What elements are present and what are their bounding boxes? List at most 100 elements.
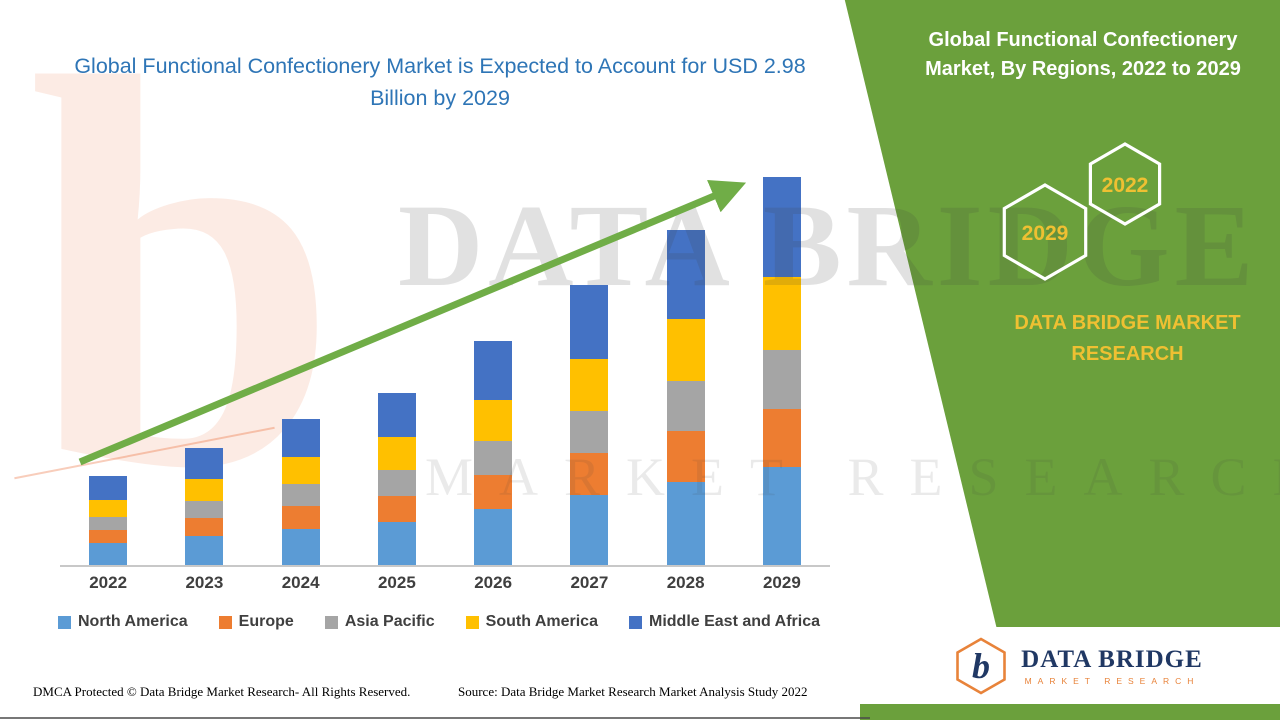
bar-segment-europe bbox=[377, 495, 416, 522]
hexagon-year-2029: 2029 bbox=[1022, 222, 1069, 245]
bar-segment-north-america bbox=[185, 536, 224, 565]
bar-segment-south-america bbox=[570, 359, 609, 412]
side-panel-brand-text: DATA BRIDGE MARKET RESEARCH bbox=[1014, 312, 1241, 365]
x-axis-labels: 2022 2023 2024 2025 2026 2027 2028 2029 bbox=[60, 573, 830, 593]
legend-item: Middle East and Africa bbox=[629, 613, 820, 631]
bar-segment-north-america bbox=[474, 509, 513, 565]
bar-column-2027 bbox=[541, 135, 637, 565]
data-bridge-logo-icon: b bbox=[956, 637, 1006, 694]
bar-segment-north-america bbox=[570, 494, 609, 565]
bar-segment-asia-pacific bbox=[89, 516, 128, 530]
legend-swatch bbox=[58, 615, 71, 629]
bar-segment-south-america bbox=[281, 456, 320, 485]
x-axis-label: 2028 bbox=[666, 573, 705, 592]
legend-item: North America bbox=[58, 613, 188, 631]
bar-segment-south-america bbox=[89, 499, 128, 517]
hexagon-2022-shape bbox=[1088, 142, 1162, 226]
x-axis-label: 2025 bbox=[377, 573, 416, 592]
bar-stack bbox=[570, 284, 609, 565]
bar-column-2024 bbox=[253, 135, 349, 565]
legend-label: North America bbox=[78, 613, 188, 630]
year-hexagons: 2029 2022 bbox=[1002, 142, 1162, 281]
bar-stack bbox=[377, 392, 416, 565]
bar-segment-north-america bbox=[666, 481, 705, 565]
bar-segment-north-america bbox=[377, 522, 416, 565]
legend: North America Europe Asia Pacific South Ame… bbox=[58, 613, 820, 631]
bar-segment-middle-east-and-africa bbox=[185, 447, 224, 480]
legend-swatch bbox=[465, 615, 479, 629]
legend-item: Europe bbox=[218, 613, 294, 631]
page-title: Global Functional Confectionery Market i… bbox=[74, 54, 806, 111]
bar-segment-north-america bbox=[89, 542, 128, 565]
bar-segment-north-america bbox=[281, 528, 320, 565]
bar-segment-europe bbox=[281, 506, 320, 529]
bar-column-2022 bbox=[60, 135, 156, 565]
logo-letter-b: b bbox=[972, 646, 990, 686]
bar-stack bbox=[474, 340, 513, 565]
legend-swatch bbox=[218, 615, 232, 629]
bar-segment-asia-pacific bbox=[762, 350, 801, 409]
source-note: Source: Data Bridge Market Research Mark… bbox=[458, 684, 808, 699]
legend-swatch bbox=[629, 615, 642, 629]
legend-label: Asia Pacific bbox=[344, 613, 435, 630]
chart-plot-area bbox=[60, 135, 830, 567]
bar-segment-europe bbox=[474, 475, 513, 509]
bar-segment-south-america bbox=[762, 277, 801, 351]
bar-segment-asia-pacific bbox=[377, 469, 416, 496]
hexagon-year-2022: 2022 bbox=[1102, 174, 1149, 197]
bar-segment-europe bbox=[762, 408, 801, 468]
dmca-notice: DMCA Protected © Data Bridge Market Rese… bbox=[33, 684, 411, 699]
bar-segment-south-america bbox=[377, 437, 416, 470]
logo-hexagon-outline bbox=[956, 637, 1006, 694]
bar-segment-south-america bbox=[666, 318, 705, 382]
bar-segment-europe bbox=[570, 452, 609, 495]
bar-segment-south-america bbox=[185, 479, 224, 502]
logo-text: DATA BRIDGE MARKET RESEARCH bbox=[1021, 646, 1203, 686]
bar-segment-asia-pacific bbox=[185, 501, 224, 519]
bar-column-2025 bbox=[349, 135, 445, 565]
bar-segment-asia-pacific bbox=[281, 484, 320, 507]
bar-column-2023 bbox=[156, 135, 252, 565]
bar-segment-middle-east-and-africa bbox=[89, 476, 128, 500]
bottom-rule bbox=[0, 717, 870, 719]
legend-item: South America bbox=[465, 613, 598, 631]
bar-segment-north-america bbox=[762, 467, 801, 565]
bar-stack bbox=[281, 418, 320, 565]
legend-label: Middle East and Africa bbox=[649, 613, 820, 630]
bar-segment-south-america bbox=[474, 399, 513, 442]
bar-segment-middle-east-and-africa bbox=[474, 340, 513, 400]
x-axis-label: 2026 bbox=[474, 573, 513, 592]
side-panel-title: Global Functional Confectionery Market, … bbox=[925, 29, 1241, 80]
bar-segment-asia-pacific bbox=[570, 411, 609, 453]
bar-segment-europe bbox=[185, 518, 224, 537]
bar-segment-middle-east-and-africa bbox=[281, 418, 320, 457]
bar-segment-asia-pacific bbox=[666, 381, 705, 431]
bar-column-2028 bbox=[638, 135, 734, 565]
bars-row bbox=[60, 135, 830, 565]
bar-column-2026 bbox=[445, 135, 541, 565]
logo-box: b DATA BRIDGE MARKET RESEARCH bbox=[876, 627, 1280, 704]
legend-label: South America bbox=[485, 613, 598, 630]
legend-swatch bbox=[324, 615, 338, 629]
bottom-green-strip bbox=[860, 704, 1280, 720]
bar-segment-middle-east-and-africa bbox=[762, 176, 801, 278]
x-axis-label: 2029 bbox=[762, 573, 801, 592]
logo-name: DATA BRIDGE bbox=[1021, 645, 1203, 673]
bar-column-2029 bbox=[734, 135, 830, 565]
legend-label: Europe bbox=[238, 613, 294, 630]
bar-segment-middle-east-and-africa bbox=[666, 230, 705, 319]
bar-stack bbox=[89, 476, 128, 565]
x-axis-label: 2023 bbox=[185, 573, 224, 592]
bar-segment-europe bbox=[89, 529, 128, 543]
bar-segment-middle-east-and-africa bbox=[570, 284, 609, 360]
x-axis-label: 2027 bbox=[570, 573, 609, 592]
bar-stack bbox=[666, 230, 705, 565]
bar-stack bbox=[762, 176, 801, 565]
x-axis-label: 2022 bbox=[89, 573, 128, 592]
bar-segment-middle-east-and-africa bbox=[377, 392, 416, 438]
bar-stack bbox=[185, 447, 224, 565]
legend-item: Asia Pacific bbox=[324, 613, 435, 631]
bar-segment-europe bbox=[666, 430, 705, 482]
logo-tagline: MARKET RESEARCH bbox=[1024, 675, 1200, 686]
